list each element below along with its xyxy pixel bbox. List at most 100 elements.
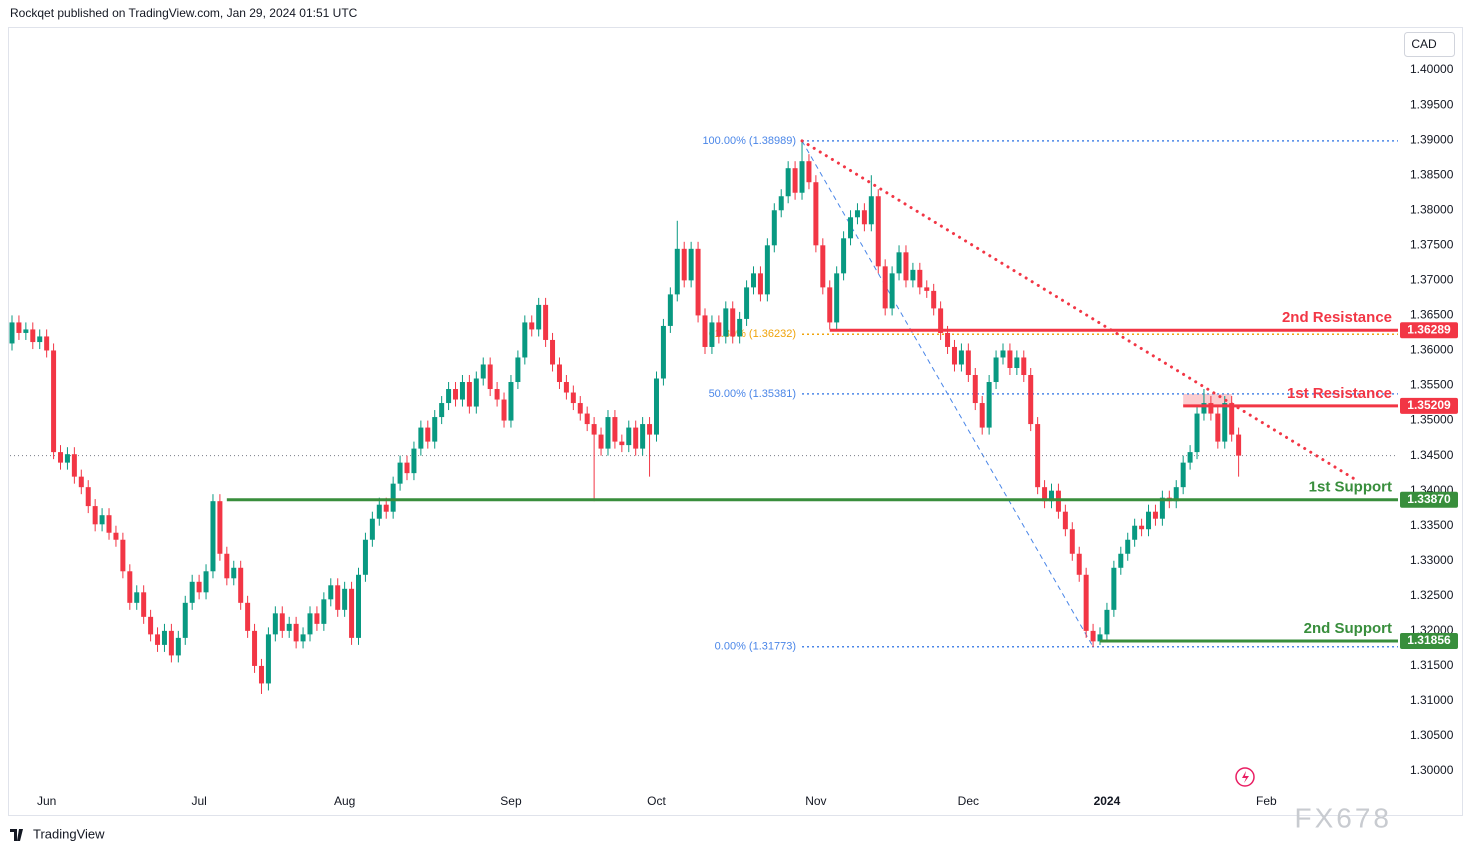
candle-body: [349, 588, 355, 638]
candle-body: [1229, 403, 1235, 435]
candle-body: [1000, 350, 1006, 358]
candle-body: [529, 322, 535, 330]
y-tick-label: 1.40000: [1410, 62, 1454, 76]
y-tick-label: 1.37500: [1410, 237, 1454, 251]
candle-body: [508, 382, 514, 421]
candle-body: [71, 454, 77, 477]
candle-body: [813, 182, 819, 246]
candle-body: [674, 248, 680, 295]
candle-body: [1173, 487, 1179, 502]
candle-body: [1014, 357, 1020, 368]
candle-body: [841, 238, 847, 274]
candle-body: [751, 273, 757, 288]
level-value-label: 1.35209: [1407, 398, 1451, 412]
chart-frame: [8, 27, 1463, 816]
candle-body: [744, 287, 750, 319]
level-value-label: 1.33870: [1407, 492, 1451, 506]
candle-body: [335, 585, 341, 610]
candle-body: [252, 630, 258, 666]
candle-body: [362, 539, 368, 575]
candle-body: [778, 196, 784, 211]
candle-body: [667, 294, 673, 326]
candle-body: [820, 245, 826, 288]
candle-body: [16, 322, 22, 333]
y-tick-label: 1.32500: [1410, 588, 1454, 602]
candle-body: [931, 290, 937, 309]
y-tick-label: 1.36500: [1410, 308, 1454, 322]
candle-body: [9, 322, 15, 344]
candle-body: [806, 161, 812, 183]
y-tick-label: 1.38500: [1410, 167, 1454, 181]
candle-body: [1208, 403, 1214, 414]
fib-trend: [801, 140, 1094, 648]
y-tick-label: 1.30500: [1410, 728, 1454, 742]
candle-body: [92, 506, 98, 525]
candle-body: [785, 168, 791, 197]
x-tick-label: Dec: [958, 794, 979, 808]
y-tick-label: 1.34500: [1410, 448, 1454, 462]
y-tick-label: 1.30000: [1410, 763, 1454, 777]
snapshot-icon[interactable]: [1235, 767, 1255, 787]
candle-body: [217, 501, 223, 554]
candle-body: [764, 245, 770, 295]
candle-body: [1159, 497, 1165, 519]
candle-body: [182, 602, 188, 638]
candle-body: [342, 588, 348, 610]
brand-icon: [10, 829, 23, 841]
candle-body: [591, 424, 597, 435]
fib-label: 0.00% (1.31773): [715, 641, 796, 653]
candle-body: [446, 389, 452, 404]
candle-body: [626, 427, 632, 446]
candle-body: [1152, 511, 1158, 519]
candle-body: [1118, 553, 1124, 568]
candle-body: [938, 308, 944, 333]
candle-body: [418, 427, 424, 449]
x-tick-label: Jul: [191, 794, 206, 808]
candle-body: [425, 427, 431, 442]
candle-body: [695, 248, 701, 316]
candle-body: [1132, 525, 1138, 540]
candle-body: [799, 161, 805, 193]
candle-body: [356, 574, 361, 638]
candle-body: [314, 613, 320, 624]
watermark: FX678: [1295, 802, 1393, 833]
candle-body: [1222, 403, 1228, 442]
level-value-box: [1400, 397, 1458, 414]
candle-body: [1069, 529, 1075, 554]
level-value-label: 1.36289: [1407, 322, 1451, 336]
candle-body: [1194, 413, 1200, 453]
candle-body: [965, 350, 971, 376]
candle-body: [390, 483, 396, 512]
candle-body: [231, 567, 237, 579]
candle-body: [51, 350, 57, 453]
candle-body: [23, 329, 29, 333]
fib-label: 50.00% (1.35381): [709, 388, 796, 400]
level-value-label: 1.31856: [1407, 633, 1451, 647]
x-tick-label: Oct: [647, 794, 666, 808]
candle-body: [660, 325, 666, 379]
candle-body: [168, 630, 174, 656]
y-tick-label: 1.31000: [1410, 693, 1454, 707]
candle-body: [1201, 403, 1207, 414]
candle-body: [245, 602, 251, 631]
candle-body: [99, 515, 105, 525]
level-name: 2nd Support: [1304, 620, 1392, 637]
candle-body: [1146, 511, 1152, 530]
candle-body: [896, 252, 902, 274]
x-tick-label: Nov: [805, 794, 826, 808]
candle-body: [945, 332, 951, 347]
candle-body: [834, 273, 840, 323]
candle-body: [37, 336, 43, 343]
candle-body: [917, 269, 923, 288]
candle-body: [376, 504, 382, 519]
currency-button[interactable]: [1404, 32, 1455, 57]
currency-label[interactable]: CAD: [1411, 37, 1437, 51]
level-value-box: [1400, 322, 1458, 339]
candle-body: [134, 592, 140, 603]
x-tick-label: Sep: [500, 794, 522, 808]
candle-body: [85, 487, 91, 507]
candle-body: [868, 196, 874, 225]
candle-body: [986, 382, 992, 428]
candle-body: [383, 504, 389, 512]
candle-body: [515, 357, 521, 383]
